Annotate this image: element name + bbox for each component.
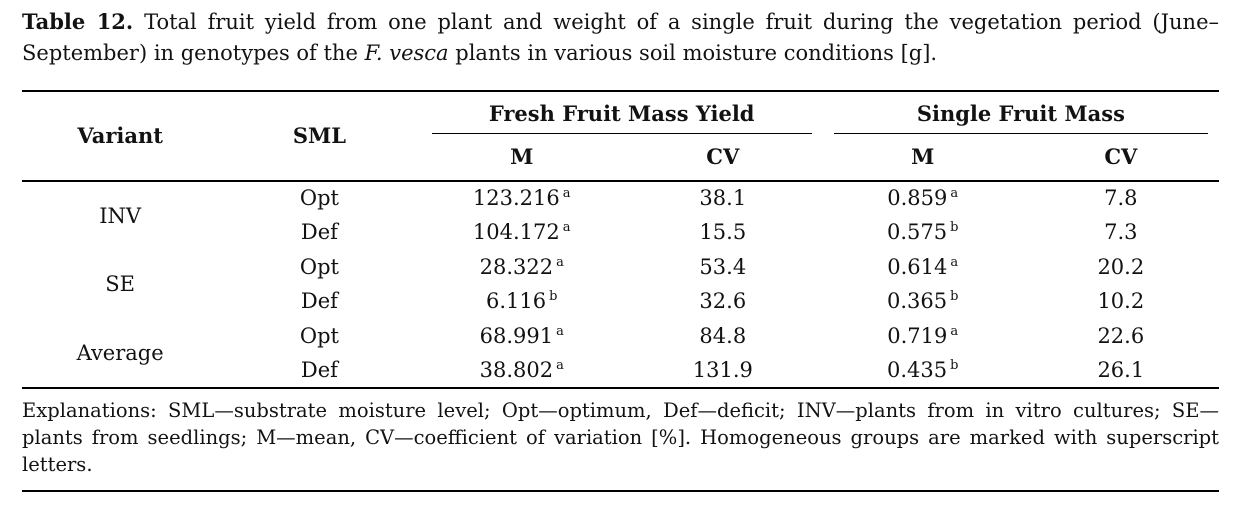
ffmy-cv-cell: 38.1 — [699, 186, 747, 211]
homogeneous-group-letter: a — [950, 186, 959, 202]
table-row-average-opt: Average Opt 68.991 a 84.8 0.719 a 22.6 — [22, 319, 1219, 365]
homogeneous-group-letter: a — [562, 186, 571, 202]
variant-cell-inv: INV — [99, 203, 142, 228]
col-header-sfm-cv: CV — [1022, 133, 1219, 182]
ffmy-m-value: 68.991 — [479, 323, 554, 348]
table-row-inv-opt: INV Opt 123.216 a 38.1 0.859 a 7.8 — [22, 181, 1219, 227]
homogeneous-group-letter: b — [549, 289, 558, 305]
paper-page: Table 12. Total fruit yield from one pla… — [22, 7, 1219, 493]
sfm-m-value: 0.435 — [886, 357, 948, 382]
homogeneous-group-letter: a — [556, 357, 564, 373]
homogeneous-group-letter: b — [950, 357, 959, 373]
homogeneous-group-letter: a — [562, 220, 571, 236]
table-row-average-def: Def 38.802 a 131.9 0.435 b 26.1 — [22, 353, 1219, 388]
table-caption-text: Total fruit yield from one plant and wei… — [22, 10, 1220, 65]
col-header-sfm-m: M — [822, 133, 1023, 182]
col-group-fresh-fruit-mass-yield: Fresh Fruit Mass Yield — [421, 91, 823, 134]
ffmy-cv-cell: 53.4 — [699, 254, 747, 279]
table-body: INV Opt 123.216 a 38.1 0.859 a 7.8 Def 104… — [22, 181, 1219, 388]
table-header-row-sub: M CV M CV — [22, 133, 1219, 182]
sfm-cv-cell: 26.1 — [1097, 357, 1145, 382]
col-header-variant: Variant — [22, 90, 219, 182]
sml-cell: Def — [300, 289, 338, 314]
ffmy-m-cell: 123.216 a — [421, 181, 623, 216]
variant-cell-se: SE — [105, 272, 135, 297]
col-header-sml: SML — [218, 90, 421, 182]
homogeneous-group-letter: a — [556, 323, 564, 339]
ffmy-m-cell: 38.802 a — [421, 353, 623, 388]
sfm-m-cell: 0.614 a — [823, 250, 1023, 285]
variant-cell-average: Average — [76, 340, 164, 365]
col-header-ffmy-cv: CV — [622, 133, 823, 182]
table-row-inv-def: Def 104.172 a 15.5 0.575 b 7.3 — [22, 215, 1219, 250]
ffmy-m-cell: 104.172 a — [421, 215, 623, 250]
col-header-ffmy-m: M — [420, 133, 623, 182]
table-header: Variant SML Fresh Fruit Mass Yield Singl… — [22, 90, 1219, 182]
col-group-single-fruit-mass: Single Fruit Mass — [823, 91, 1219, 134]
sfm-cv-cell: 22.6 — [1097, 323, 1145, 348]
sml-cell: Def — [300, 357, 338, 382]
sml-cell: Opt — [299, 323, 339, 348]
ffmy-m-value: 123.216 — [472, 186, 560, 211]
sfm-m-value: 0.614 — [887, 254, 948, 279]
ffmy-m-value: 104.172 — [472, 220, 560, 245]
sml-cell: Def — [300, 220, 338, 245]
ffmy-cv-cell: 131.9 — [692, 357, 753, 382]
sfm-m-cell: 0.859 a — [823, 181, 1023, 216]
sfm-m-cell: 0.719 a — [823, 319, 1023, 354]
homogeneous-group-letter: b — [950, 289, 959, 305]
results-table: Variant SML Fresh Fruit Mass Yield Singl… — [22, 89, 1219, 389]
ffmy-m-cell: 28.322 a — [421, 250, 623, 285]
col-group-single-fruit-mass-label: Single Fruit Mass — [833, 92, 1208, 134]
sfm-cv-cell: 7.8 — [1104, 186, 1138, 211]
table-row-se-opt: SE Opt 28.322 a 53.4 0.614 a 20.2 — [22, 250, 1219, 296]
ffmy-m-value: 6.116 — [485, 289, 547, 314]
sfm-cv-cell: 20.2 — [1097, 254, 1145, 279]
table-header-row-groups: Variant SML Fresh Fruit Mass Yield Singl… — [22, 90, 1219, 182]
sfm-m-value: 0.719 — [887, 323, 948, 348]
sfm-m-value: 0.365 — [886, 289, 948, 314]
ffmy-cv-cell: 84.8 — [699, 323, 747, 348]
sfm-cv-cell: 10.2 — [1097, 289, 1145, 314]
sml-cell: Opt — [299, 254, 339, 279]
homogeneous-group-letter: a — [950, 254, 959, 270]
sfm-m-cell: 0.365 b — [823, 284, 1023, 319]
sfm-m-value: 0.859 — [887, 186, 948, 211]
sfm-cv-cell: 7.3 — [1104, 220, 1138, 245]
table-caption-label: Table 12. — [22, 9, 134, 34]
table-footnote: Explanations: SML—substrate moisture lev… — [22, 398, 1219, 493]
ffmy-cv-cell: 15.5 — [699, 220, 747, 245]
table-caption-text-end: plants in various soil moisture conditio… — [455, 40, 938, 65]
ffmy-cv-cell: 32.6 — [699, 289, 747, 314]
table-caption-species-name: F. vesca — [364, 40, 449, 65]
ffmy-m-value: 38.802 — [479, 357, 554, 382]
sfm-m-cell: 0.435 b — [823, 353, 1023, 388]
ffmy-m-cell: 6.116 b — [421, 284, 623, 319]
ffmy-m-cell: 68.991 a — [421, 319, 623, 354]
sfm-m-value: 0.575 — [886, 220, 948, 245]
table-row-se-def: Def 6.116 b 32.6 0.365 b 10.2 — [22, 284, 1219, 319]
table-caption: Table 12. Total fruit yield from one pla… — [22, 7, 1219, 69]
sfm-m-cell: 0.575 b — [823, 215, 1023, 250]
col-group-fresh-fruit-mass-yield-label: Fresh Fruit Mass Yield — [431, 92, 812, 134]
ffmy-m-value: 28.322 — [479, 254, 554, 279]
homogeneous-group-letter: a — [950, 323, 959, 339]
sml-cell: Opt — [299, 186, 339, 211]
homogeneous-group-letter: a — [556, 254, 564, 270]
homogeneous-group-letter: b — [950, 220, 959, 236]
